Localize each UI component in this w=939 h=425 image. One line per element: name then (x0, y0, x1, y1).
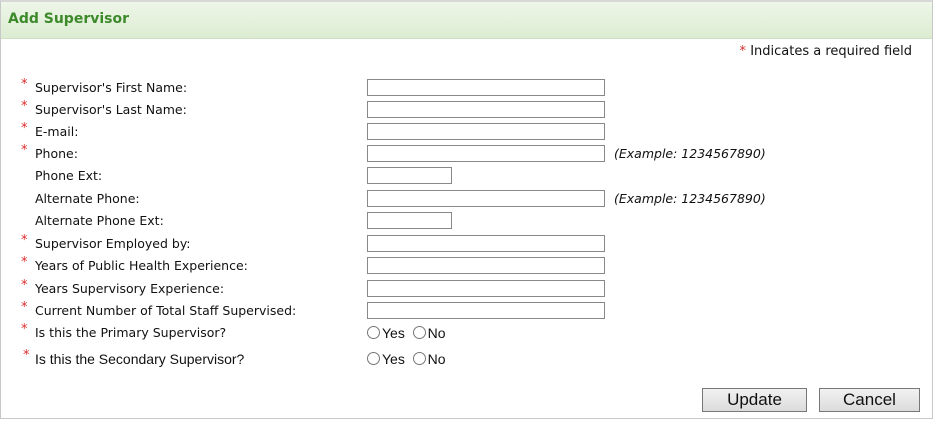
panel-header: Add Supervisor (1, 2, 932, 39)
field-hint: (Example: 1234567890) (614, 146, 766, 161)
required-star: * (21, 255, 28, 270)
radio-no[interactable]: No (412, 351, 446, 367)
radio-yes[interactable]: Yes (367, 351, 405, 367)
radio-circle-icon[interactable] (367, 352, 380, 365)
field-label: Current Number of Total Staff Supervised… (35, 303, 297, 318)
field-input[interactable] (367, 212, 452, 229)
field-label: Phone Ext: (35, 168, 103, 183)
radio-no[interactable]: No (412, 325, 446, 341)
radio-circle-icon[interactable] (412, 326, 426, 339)
update-button[interactable]: Update (702, 388, 807, 412)
field-label: Alternate Phone Ext: (35, 213, 164, 228)
field-label: Supervisor Employed by: (35, 236, 191, 251)
field-hint: (Example: 1234567890) (614, 191, 766, 206)
radio-no-label: No (427, 351, 446, 367)
radio-circle-icon[interactable] (367, 326, 380, 339)
field-input[interactable] (367, 123, 605, 140)
required-note: * Indicates a required field (740, 44, 912, 59)
field-label: Supervisor's First Name: (35, 80, 188, 95)
required-star: * (21, 300, 28, 315)
required-star: * (21, 233, 28, 248)
radio-question: Is this the Secondary Supervisor? (35, 351, 245, 367)
required-star: * (21, 143, 28, 158)
field-label: Years Supervisory Experience: (35, 281, 225, 296)
cancel-button[interactable]: Cancel (819, 388, 920, 412)
field-label: Supervisor's Last Name: (35, 102, 187, 117)
field-label: Years of Public Health Experience: (35, 258, 248, 273)
field-label: E-mail: (35, 124, 79, 139)
field-input[interactable] (367, 257, 605, 274)
field-input[interactable] (367, 167, 452, 184)
radio-yes[interactable]: Yes (367, 325, 405, 341)
required-star: * (23, 348, 30, 363)
required-star: * (21, 99, 28, 114)
field-input[interactable] (367, 101, 605, 118)
field-input[interactable] (367, 302, 605, 319)
required-star: * (21, 121, 28, 136)
field-label: Phone: (35, 146, 78, 161)
field-input[interactable] (367, 235, 605, 252)
required-star: * (21, 77, 28, 92)
radio-yes-label: Yes (382, 351, 405, 367)
required-star: * (21, 278, 28, 293)
field-input[interactable] (367, 79, 605, 96)
field-label: Alternate Phone: (35, 191, 140, 206)
radio-question: Is this the Primary Supervisor? (35, 325, 227, 340)
field-input[interactable] (367, 280, 605, 297)
required-star: * (21, 322, 28, 337)
field-input[interactable] (367, 190, 605, 207)
radio-no-label: No (427, 325, 446, 341)
field-input[interactable] (367, 145, 605, 162)
radio-circle-icon[interactable] (412, 352, 426, 365)
required-star: * (739, 44, 747, 59)
radio-yes-label: Yes (382, 325, 405, 341)
panel-title: Add Supervisor (8, 11, 130, 27)
add-supervisor-panel: Add Supervisor * Indicates a required fi… (0, 0, 933, 419)
required-note-text: Indicates a required field (750, 44, 912, 59)
